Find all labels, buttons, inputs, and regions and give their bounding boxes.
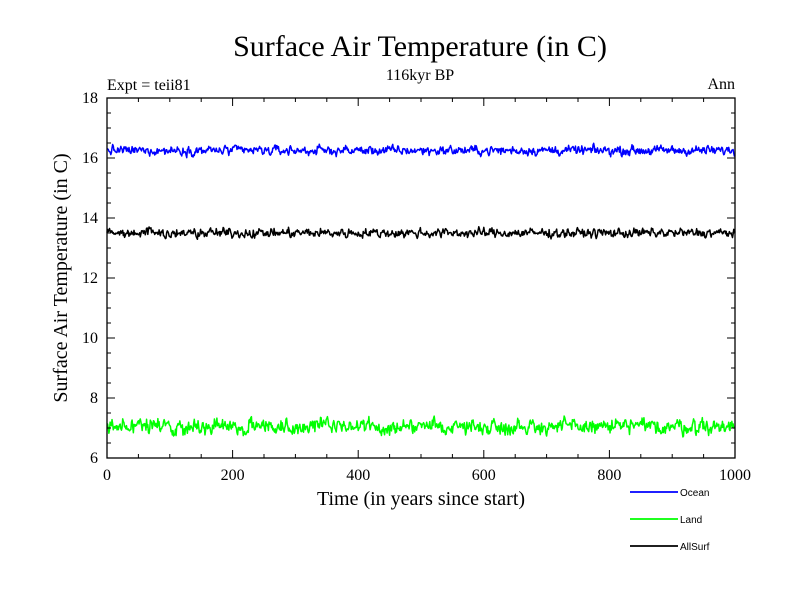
- legend: Ocean Land AllSurf: [630, 488, 710, 553]
- plot-axes: 0 200 400 600 800 1000 6 8 10 12 14 16 18: [82, 90, 751, 484]
- y-axis-label: Surface Air Temperature (in C): [50, 153, 72, 402]
- x-tick-label: 200: [221, 467, 245, 484]
- y-tick-label: 18: [82, 90, 98, 107]
- x-tick-label: 0: [103, 467, 111, 484]
- y-tick-label: 16: [82, 150, 98, 167]
- x-tick-label: 400: [346, 467, 370, 484]
- legend-label-allsurf: AllSurf: [680, 542, 710, 553]
- legend-label-ocean: Ocean: [680, 488, 709, 499]
- plot-frame: [106, 97, 736, 459]
- x-tick-label: 800: [597, 467, 621, 484]
- period-label: Ann: [707, 76, 735, 93]
- plot-series: [106, 142, 736, 438]
- chart-title: Surface Air Temperature (in C): [233, 30, 607, 63]
- y-tick-label: 8: [90, 390, 98, 407]
- series-line-allsurf: [106, 226, 736, 241]
- series-line-land: [106, 415, 736, 438]
- series-line-ocean: [106, 142, 736, 159]
- chart-subtitle: 116kyr BP: [386, 67, 454, 84]
- x-tick-label: 600: [472, 467, 496, 484]
- x-axis-label: Time (in years since start): [317, 488, 525, 510]
- y-tick-label: 14: [82, 210, 98, 227]
- experiment-label: Expt = teii81: [107, 77, 191, 94]
- y-tick-label: 10: [82, 330, 98, 347]
- legend-label-land: Land: [680, 515, 702, 526]
- y-tick-label: 6: [90, 450, 98, 467]
- x-tick-label: 1000: [719, 467, 751, 484]
- y-tick-label: 12: [82, 270, 98, 287]
